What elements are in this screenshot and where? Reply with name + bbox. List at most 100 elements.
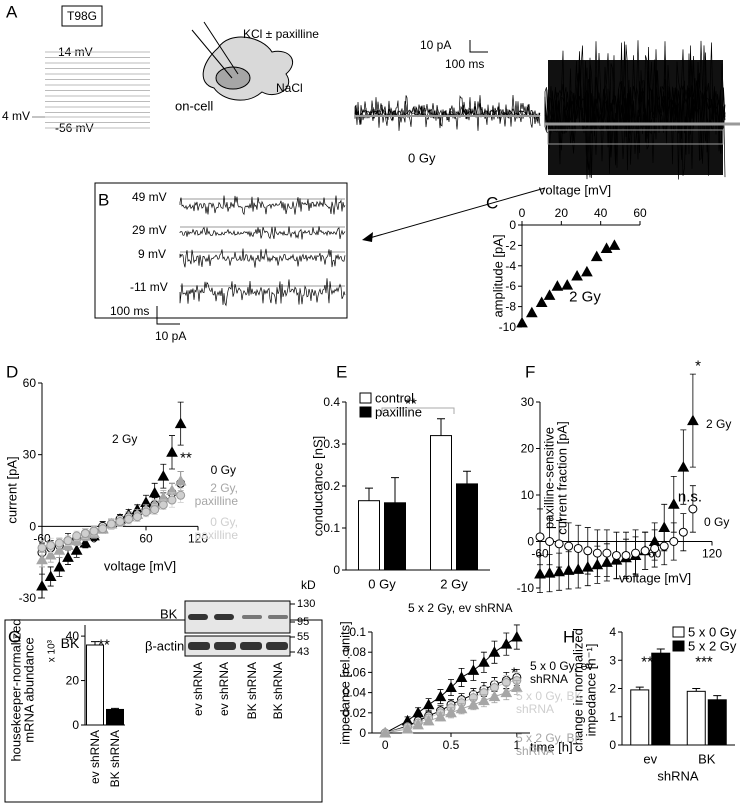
marker <box>174 417 187 429</box>
marker <box>554 539 564 549</box>
schematic-label: on-cell <box>175 99 213 114</box>
y-tick-label: 0.2 <box>323 479 340 493</box>
blot-unit: kD <box>301 578 316 592</box>
y-tick-label: 0 <box>609 738 616 752</box>
legend-label: 5 x 0 Gy <box>688 625 737 640</box>
scale-label: 100 ms <box>110 304 149 318</box>
bar <box>430 435 452 571</box>
x-axis-label: shRNA <box>657 769 699 784</box>
pipette <box>191 21 239 79</box>
error-bar <box>91 641 99 645</box>
x-tick-label: BK <box>698 752 716 767</box>
voltage-label: 29 mV <box>132 223 167 237</box>
marker <box>150 505 160 515</box>
bar <box>86 644 104 726</box>
x-tick-label: 60 <box>633 206 647 220</box>
voltage-label: -11 mV <box>130 280 168 294</box>
annotation: ** <box>405 396 417 413</box>
marker <box>500 638 513 649</box>
marker <box>667 498 680 509</box>
y-axis-label: mRNA abundance <box>22 637 37 743</box>
marker <box>63 536 73 546</box>
zoom-arrow <box>365 187 546 240</box>
condition-label: 0 Gy <box>408 151 436 166</box>
error-bar <box>365 487 373 501</box>
x-tick-label: 2 Gy <box>440 577 468 592</box>
trace <box>544 45 726 180</box>
trace <box>179 226 346 240</box>
series-label: 5 x 2 Gy, BK shRNA <box>516 731 583 758</box>
marker <box>669 537 679 546</box>
panel-label: H <box>563 628 575 647</box>
error-bar <box>437 418 445 436</box>
trace <box>179 195 346 216</box>
y-tick-label: 0.02 <box>343 706 367 720</box>
x-tick-label: 40 <box>594 206 608 220</box>
y-tick-label: 0.06 <box>343 665 367 679</box>
nucleus <box>215 66 251 90</box>
marker <box>148 486 161 498</box>
x-tick-label: 0.5 <box>443 738 460 752</box>
series-label: 0 Gy <box>210 463 236 477</box>
marker <box>37 543 47 553</box>
blot-row-label: BK <box>160 607 178 622</box>
y-tick-label: 0.1 <box>323 521 340 535</box>
panel-label: C <box>486 194 498 213</box>
y-axis-label: current [pA] <box>5 456 20 523</box>
marker <box>174 474 187 486</box>
y-tick-label: 60 <box>23 376 37 390</box>
y-tick-label: 40 <box>66 629 80 643</box>
marker <box>551 280 564 291</box>
arrow-head <box>362 232 373 242</box>
marker <box>687 414 699 426</box>
legend-label: paxilline <box>375 405 422 420</box>
marker <box>543 289 556 300</box>
y-axis-label: housekeeper-normalized <box>9 618 24 761</box>
annotation: ** <box>180 450 192 467</box>
marker <box>516 316 528 328</box>
trace <box>179 248 346 268</box>
y-tick-label: 0 <box>333 563 340 577</box>
y-tick-label: 0.04 <box>343 686 367 700</box>
panel-label: B <box>98 191 109 210</box>
x-tick-label: 0 Gy <box>368 577 396 592</box>
marker <box>36 553 48 565</box>
panel-label: G <box>8 628 21 647</box>
y-tick-label: 20 <box>66 674 80 688</box>
marker <box>422 698 435 710</box>
marker <box>534 568 546 579</box>
legend-swatch <box>359 392 372 404</box>
y-tick-label: 4 <box>609 625 616 639</box>
marker <box>53 544 66 555</box>
marker <box>44 548 57 560</box>
panel-label: D <box>6 363 18 382</box>
marker <box>167 495 177 505</box>
annotation: 2 Gy <box>569 289 601 306</box>
error-bar <box>391 477 399 503</box>
marker <box>412 706 424 718</box>
x-tick-label: 120 <box>702 547 722 561</box>
marker <box>434 690 447 702</box>
marker-label: 55 <box>297 631 309 643</box>
schematic-label: NaCl <box>276 81 303 95</box>
marker <box>434 710 447 722</box>
y-tick-label: -6 <box>505 279 516 293</box>
protocol-label: 4 mV <box>2 109 30 123</box>
marker <box>79 537 92 548</box>
marker <box>510 631 523 642</box>
legend-swatch <box>672 640 685 652</box>
y-tick-label: -10 <box>499 320 517 334</box>
y-tick-label: 0 <box>359 726 366 740</box>
bar <box>384 502 406 571</box>
marker-label: 95 <box>297 616 309 628</box>
annotation: * <box>695 358 701 375</box>
y-tick-label: 10 <box>521 488 535 502</box>
y-tick-label: 3 <box>609 653 616 667</box>
marker <box>621 550 631 560</box>
marker <box>510 681 523 693</box>
marker <box>592 548 602 558</box>
bar <box>106 708 124 726</box>
marker <box>631 548 641 558</box>
x-tick-label: 0 <box>519 206 526 220</box>
